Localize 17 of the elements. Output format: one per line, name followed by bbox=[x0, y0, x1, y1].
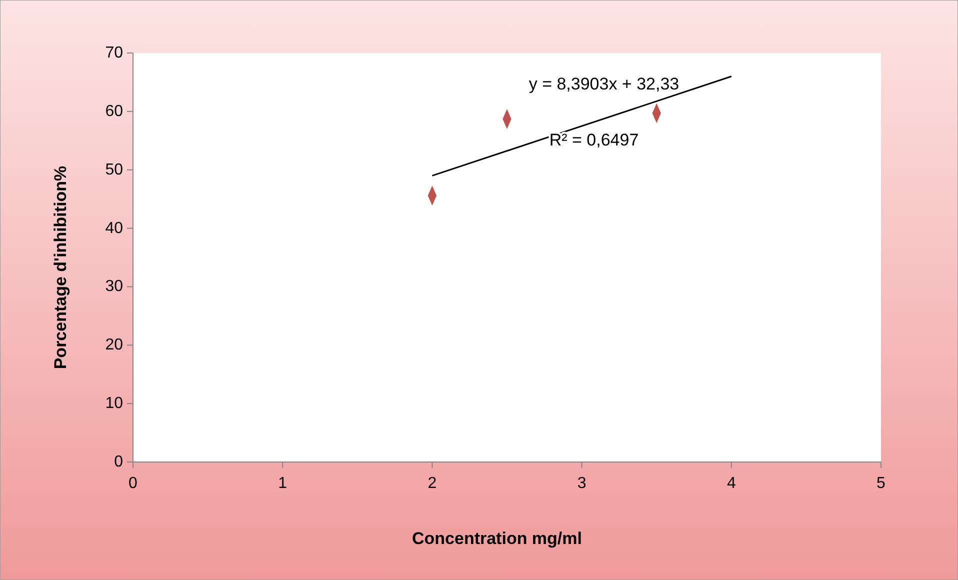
x-tick-label: 4 bbox=[726, 475, 736, 492]
y-tick-label: 50 bbox=[105, 161, 124, 178]
x-tick-label: 1 bbox=[278, 475, 288, 492]
y-tick-label: 20 bbox=[105, 336, 124, 354]
y-tick-label: 10 bbox=[105, 395, 124, 412]
x-tick-label: 0 bbox=[128, 475, 138, 492]
y-tick-label: 60 bbox=[105, 102, 124, 120]
x-tick-label: 2 bbox=[428, 475, 437, 492]
y-axis-title: Porcentage d'inhibition% bbox=[51, 166, 70, 370]
y-tick-label: 70 bbox=[105, 44, 124, 62]
x-axis-title: Concentration mg/ml bbox=[412, 529, 582, 548]
annotation: y = 8,3903x + 32,33 bbox=[528, 74, 680, 94]
y-tick-label: 40 bbox=[105, 220, 124, 237]
x-tick-label: 3 bbox=[577, 475, 586, 492]
y-tick-label: 0 bbox=[114, 454, 124, 470]
x-tick-label: 5 bbox=[876, 475, 886, 492]
y-tick-label: 30 bbox=[105, 278, 124, 296]
